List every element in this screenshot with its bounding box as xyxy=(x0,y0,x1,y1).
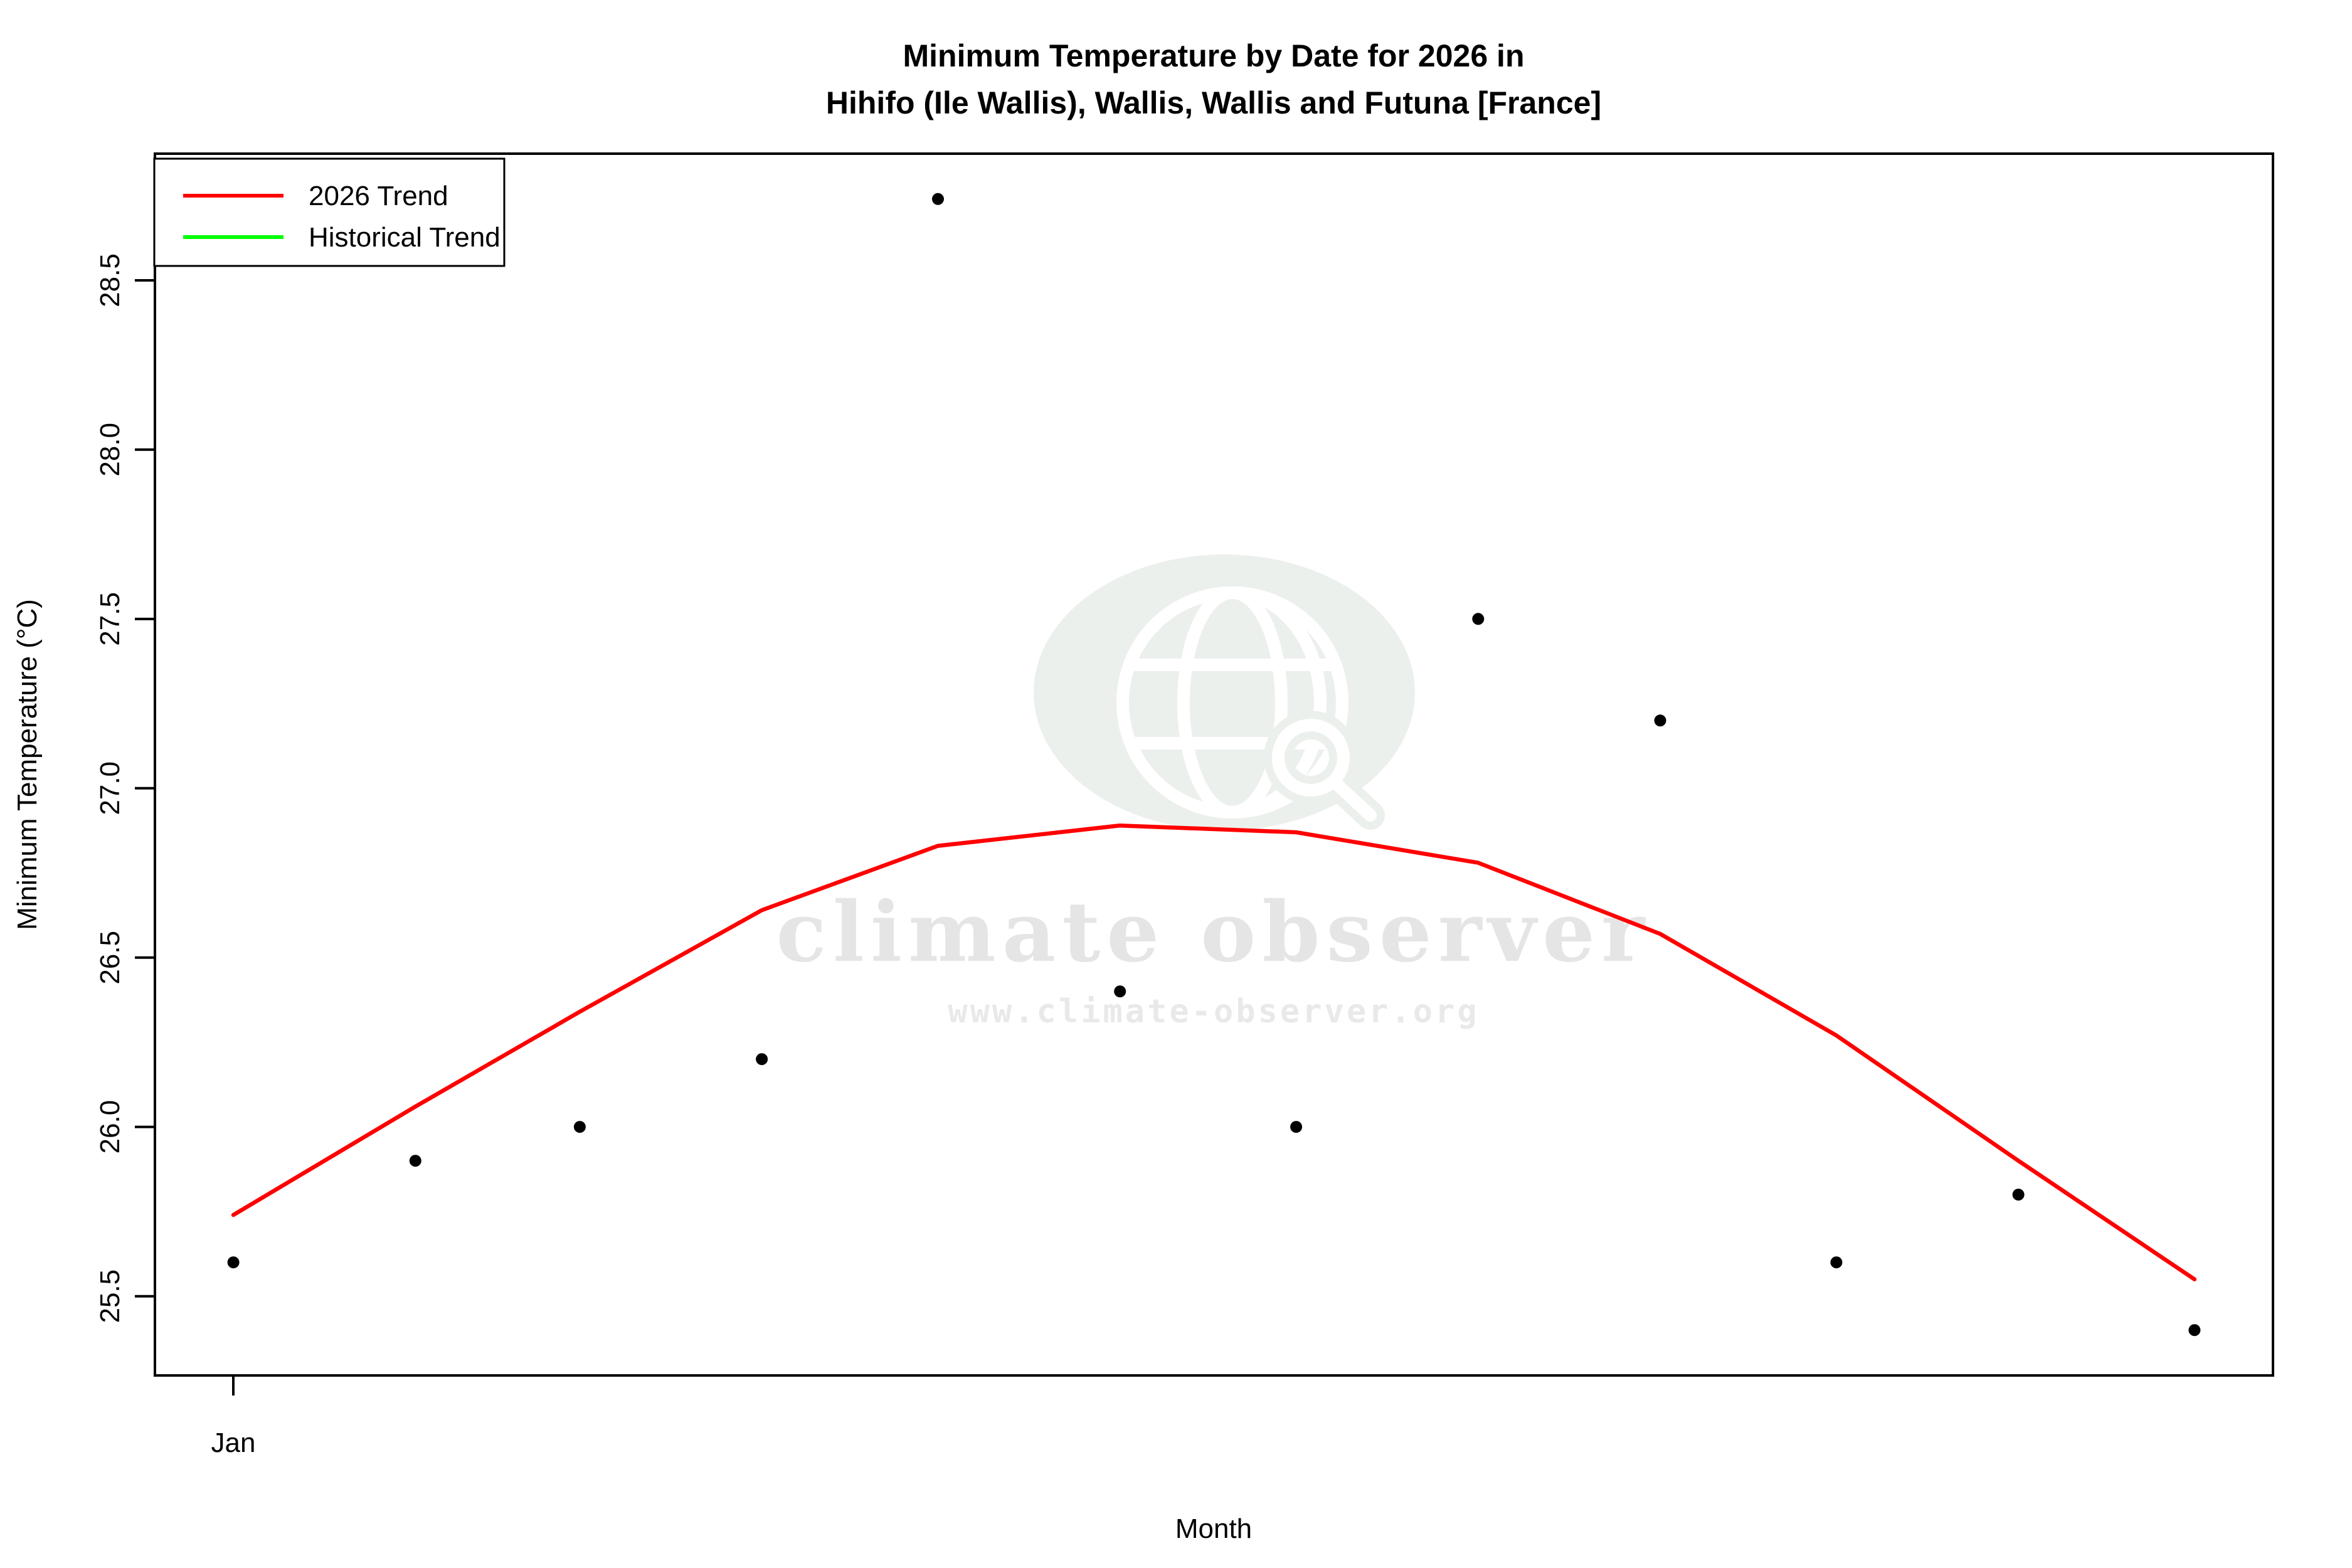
data-point-mar xyxy=(573,1121,586,1133)
data-point-oct xyxy=(1830,1256,1843,1269)
data-point-aug xyxy=(1472,613,1485,625)
watermark-brand: climate observer xyxy=(776,884,1651,981)
legend-label-2026-trend: 2026 Trend xyxy=(309,181,448,211)
data-point-jun xyxy=(1114,985,1126,998)
watermark: climate observer www.climate-observer.or… xyxy=(776,554,1651,1030)
y-tick-label: 28.5 xyxy=(95,253,125,307)
x-axis-title: Month xyxy=(1175,1513,1252,1544)
scatter-points xyxy=(227,193,2201,1337)
data-point-jan xyxy=(227,1256,240,1269)
data-point-nov xyxy=(2012,1189,2025,1201)
data-point-may xyxy=(932,193,944,205)
plot-border xyxy=(154,152,2274,1377)
data-point-jul xyxy=(1290,1121,1303,1133)
legend-box xyxy=(153,157,506,267)
chart-title-line2: Hihifo (Ile Wallis), Wallis, Wallis and … xyxy=(826,85,1601,120)
y-axis: 25.5 26.0 26.5 27.0 27.5 28.0 28.5 xyxy=(95,253,155,1323)
data-point-dec xyxy=(2188,1324,2201,1337)
data-point-sep xyxy=(1654,714,1666,727)
magnifier-icon xyxy=(1272,719,1377,822)
y-tick-label: 25.5 xyxy=(95,1269,125,1323)
data-point-apr xyxy=(756,1053,768,1066)
legend: 2026 Trend Historical Trend xyxy=(153,157,506,267)
trend-lines xyxy=(231,823,2197,1281)
legend-label-historical-trend: Historical Trend xyxy=(309,222,501,253)
y-tick-label: 27.5 xyxy=(95,592,125,646)
chart-title-line1: Minimum Temperature by Date for 2026 in xyxy=(903,38,1525,73)
x-tick-label: Jan xyxy=(211,1428,256,1458)
y-axis-title: Minimum Temperature (°C) xyxy=(12,599,43,930)
watermark-url: www.climate-observer.org xyxy=(948,993,1479,1030)
y-tick-label: 26.5 xyxy=(95,931,125,985)
trend-line-2026-trend xyxy=(231,823,2197,1281)
x-axis: Jan xyxy=(211,1375,256,1458)
y-tick-label: 27.0 xyxy=(95,761,125,815)
y-tick-label: 26.0 xyxy=(95,1100,125,1154)
globe-icon xyxy=(1116,586,1348,818)
y-tick-label: 28.0 xyxy=(95,423,125,477)
data-point-feb xyxy=(409,1155,421,1167)
